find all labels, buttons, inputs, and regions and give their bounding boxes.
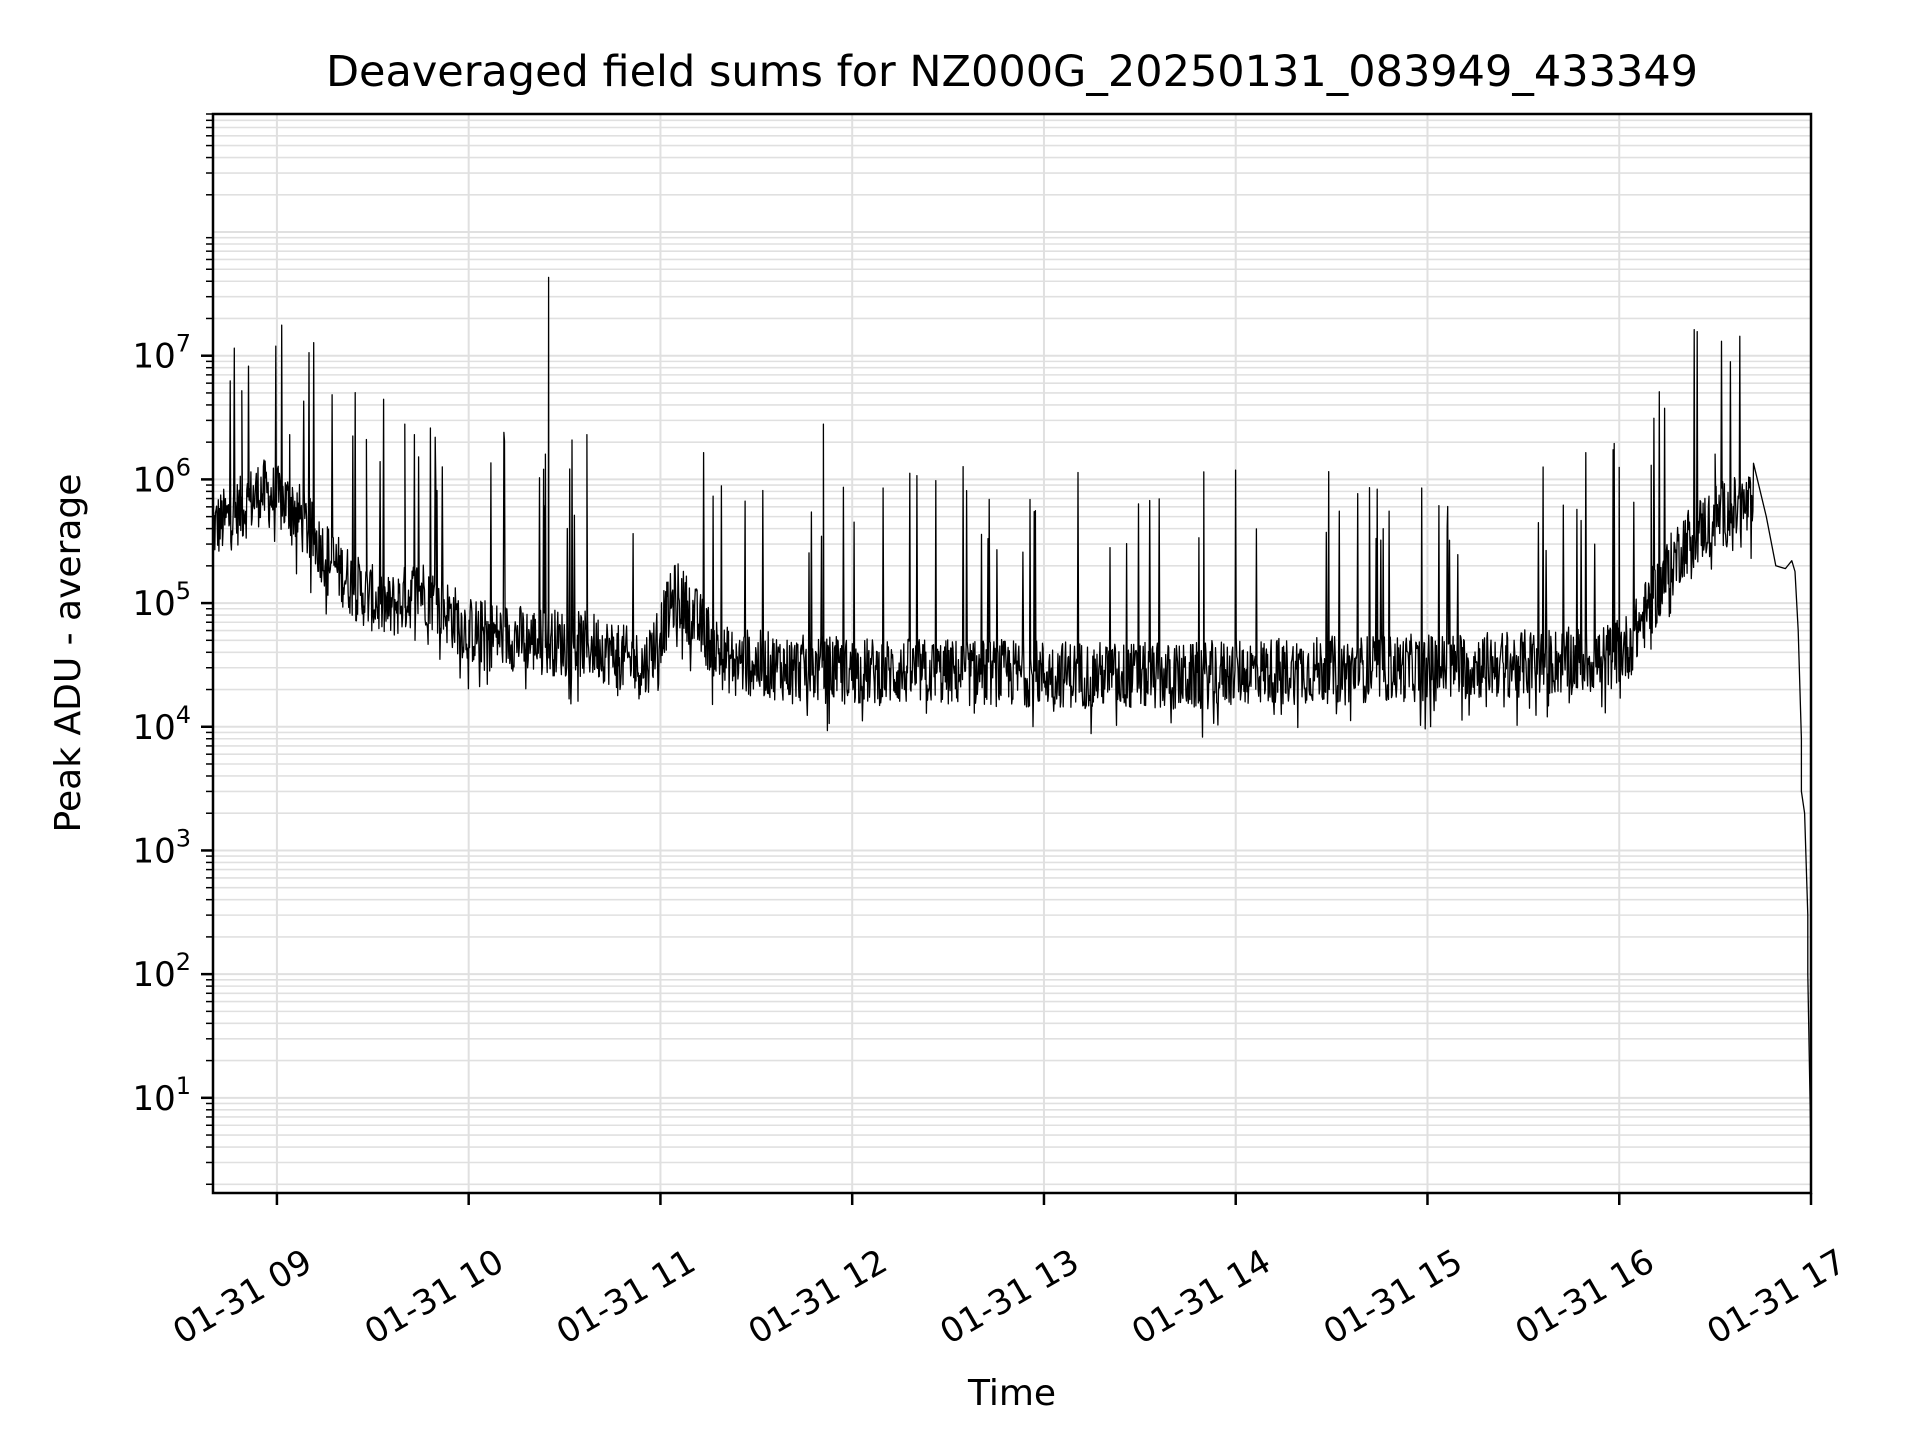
y-tick-label: 101	[132, 1072, 191, 1119]
y-tick-label: 104	[132, 701, 191, 748]
plot-frame	[211, 112, 1813, 1195]
y-axis-ticks: 101 102 103 104 105 106 107	[132, 113, 213, 1186]
series-line-group	[212, 276, 1812, 1155]
y-tick-label: 106	[132, 453, 191, 500]
series-line	[212, 276, 1812, 1155]
y-axis-label: Peak ADU - average	[48, 474, 89, 833]
chart-title: Deaveraged field sums for NZ000G_2025013…	[326, 47, 1698, 97]
y-tick-label: 105	[132, 577, 191, 624]
y-tick-label: 102	[132, 948, 191, 995]
y-tick-label: 107	[132, 330, 191, 377]
y-tick-label: 103	[132, 824, 191, 871]
x-axis-label: Time	[967, 1373, 1056, 1414]
